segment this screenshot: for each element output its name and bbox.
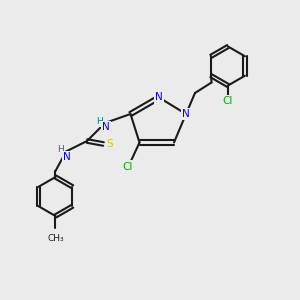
Text: N: N	[182, 109, 190, 119]
Text: N: N	[102, 122, 110, 133]
Text: N: N	[63, 152, 70, 162]
Text: N: N	[155, 92, 163, 103]
Text: H: H	[57, 146, 64, 154]
Text: CH₃: CH₃	[47, 234, 64, 243]
Text: H: H	[96, 117, 103, 126]
Text: Cl: Cl	[122, 161, 133, 172]
Text: S: S	[106, 139, 113, 149]
Text: Cl: Cl	[223, 96, 233, 106]
